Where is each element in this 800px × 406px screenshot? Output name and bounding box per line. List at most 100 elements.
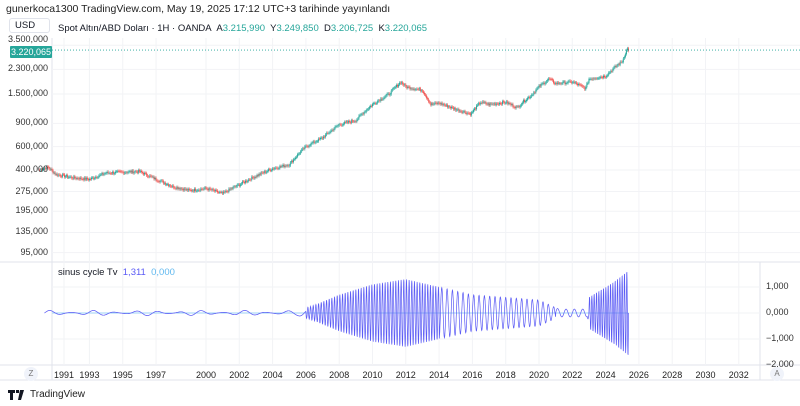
candle — [345, 121, 347, 123]
candle — [268, 169, 270, 170]
candle — [381, 98, 383, 100]
candle — [203, 188, 205, 190]
candle — [326, 132, 328, 135]
footer-brand: TradingView — [30, 389, 86, 400]
candle — [104, 173, 106, 174]
candle — [260, 172, 262, 175]
candle — [535, 89, 537, 93]
candle — [477, 104, 479, 106]
candle — [231, 188, 233, 190]
candle — [581, 85, 583, 86]
candle — [325, 134, 327, 138]
candle — [144, 172, 146, 175]
candle — [564, 81, 566, 85]
candle — [191, 190, 193, 192]
candle — [175, 187, 177, 189]
candle — [89, 179, 91, 180]
candle — [233, 186, 235, 188]
candle — [213, 190, 215, 192]
candle — [313, 141, 315, 143]
candle — [221, 192, 223, 193]
candle — [627, 48, 629, 51]
candle — [251, 176, 253, 181]
candle — [411, 88, 413, 90]
candle — [262, 172, 264, 174]
candle — [271, 169, 273, 171]
candle — [598, 77, 600, 79]
candle — [106, 171, 108, 174]
candle — [503, 101, 505, 103]
candle — [561, 83, 563, 85]
candle — [120, 171, 122, 172]
candle — [127, 172, 129, 173]
candle — [343, 122, 345, 124]
candle — [172, 185, 174, 187]
candle — [80, 177, 82, 179]
candle — [599, 76, 601, 78]
candle — [547, 78, 549, 81]
tradingview-logo-icon — [8, 389, 24, 400]
candle — [91, 177, 93, 180]
candle — [59, 175, 61, 177]
candle — [531, 94, 533, 97]
candle — [546, 80, 548, 82]
price-tick-label: 95,000 — [20, 246, 48, 257]
candle — [404, 84, 406, 86]
zoom-reset-button[interactable]: Z — [24, 367, 38, 381]
candle — [105, 173, 107, 174]
candle — [284, 165, 286, 167]
oscillator-zero-value: 0,000 — [151, 267, 175, 278]
candle — [219, 192, 221, 193]
candle — [488, 103, 490, 106]
time-tick-label: 1997 — [146, 370, 167, 380]
candle — [230, 188, 232, 190]
candle — [312, 141, 314, 143]
candle — [328, 133, 330, 134]
published-info: gunerkoca1300 TradingView.com, May 19, 2… — [6, 3, 391, 15]
candle — [153, 176, 155, 180]
candle — [353, 121, 355, 123]
candle — [412, 88, 414, 90]
oscillator-tick-label: −1,000 — [766, 333, 794, 343]
candle — [39, 170, 40, 171]
candle — [264, 171, 266, 173]
candle — [149, 175, 151, 177]
candle — [137, 170, 139, 173]
candle — [242, 181, 244, 183]
candle — [609, 72, 611, 74]
currency-selector[interactable]: USD — [9, 18, 50, 33]
candle — [119, 171, 121, 172]
candle — [379, 100, 381, 102]
candle — [478, 103, 480, 105]
candle — [204, 187, 206, 189]
candle — [566, 82, 568, 84]
candle — [296, 156, 298, 158]
candle — [211, 189, 213, 191]
candle — [220, 192, 222, 193]
candle — [305, 145, 307, 147]
candle — [374, 103, 376, 104]
time-tick-label: 2030 — [695, 370, 716, 380]
time-tick-label: 2002 — [229, 370, 250, 380]
candle — [355, 121, 357, 122]
candle — [518, 106, 520, 108]
oscillator-line — [44, 271, 629, 355]
candle — [288, 165, 290, 167]
candle — [252, 176, 254, 178]
candle — [278, 168, 280, 169]
candle — [534, 92, 536, 93]
candle — [126, 172, 128, 174]
auto-scale-button[interactable]: A — [770, 367, 784, 381]
candle — [607, 75, 609, 76]
candle — [300, 151, 302, 154]
candle — [317, 138, 319, 142]
candle — [291, 160, 293, 163]
candle — [108, 172, 110, 174]
candle — [569, 80, 571, 82]
candle — [79, 177, 81, 180]
candle — [51, 169, 53, 171]
candle — [539, 85, 541, 87]
oscillator-value: 1,311 — [122, 267, 146, 278]
candle — [70, 176, 72, 178]
